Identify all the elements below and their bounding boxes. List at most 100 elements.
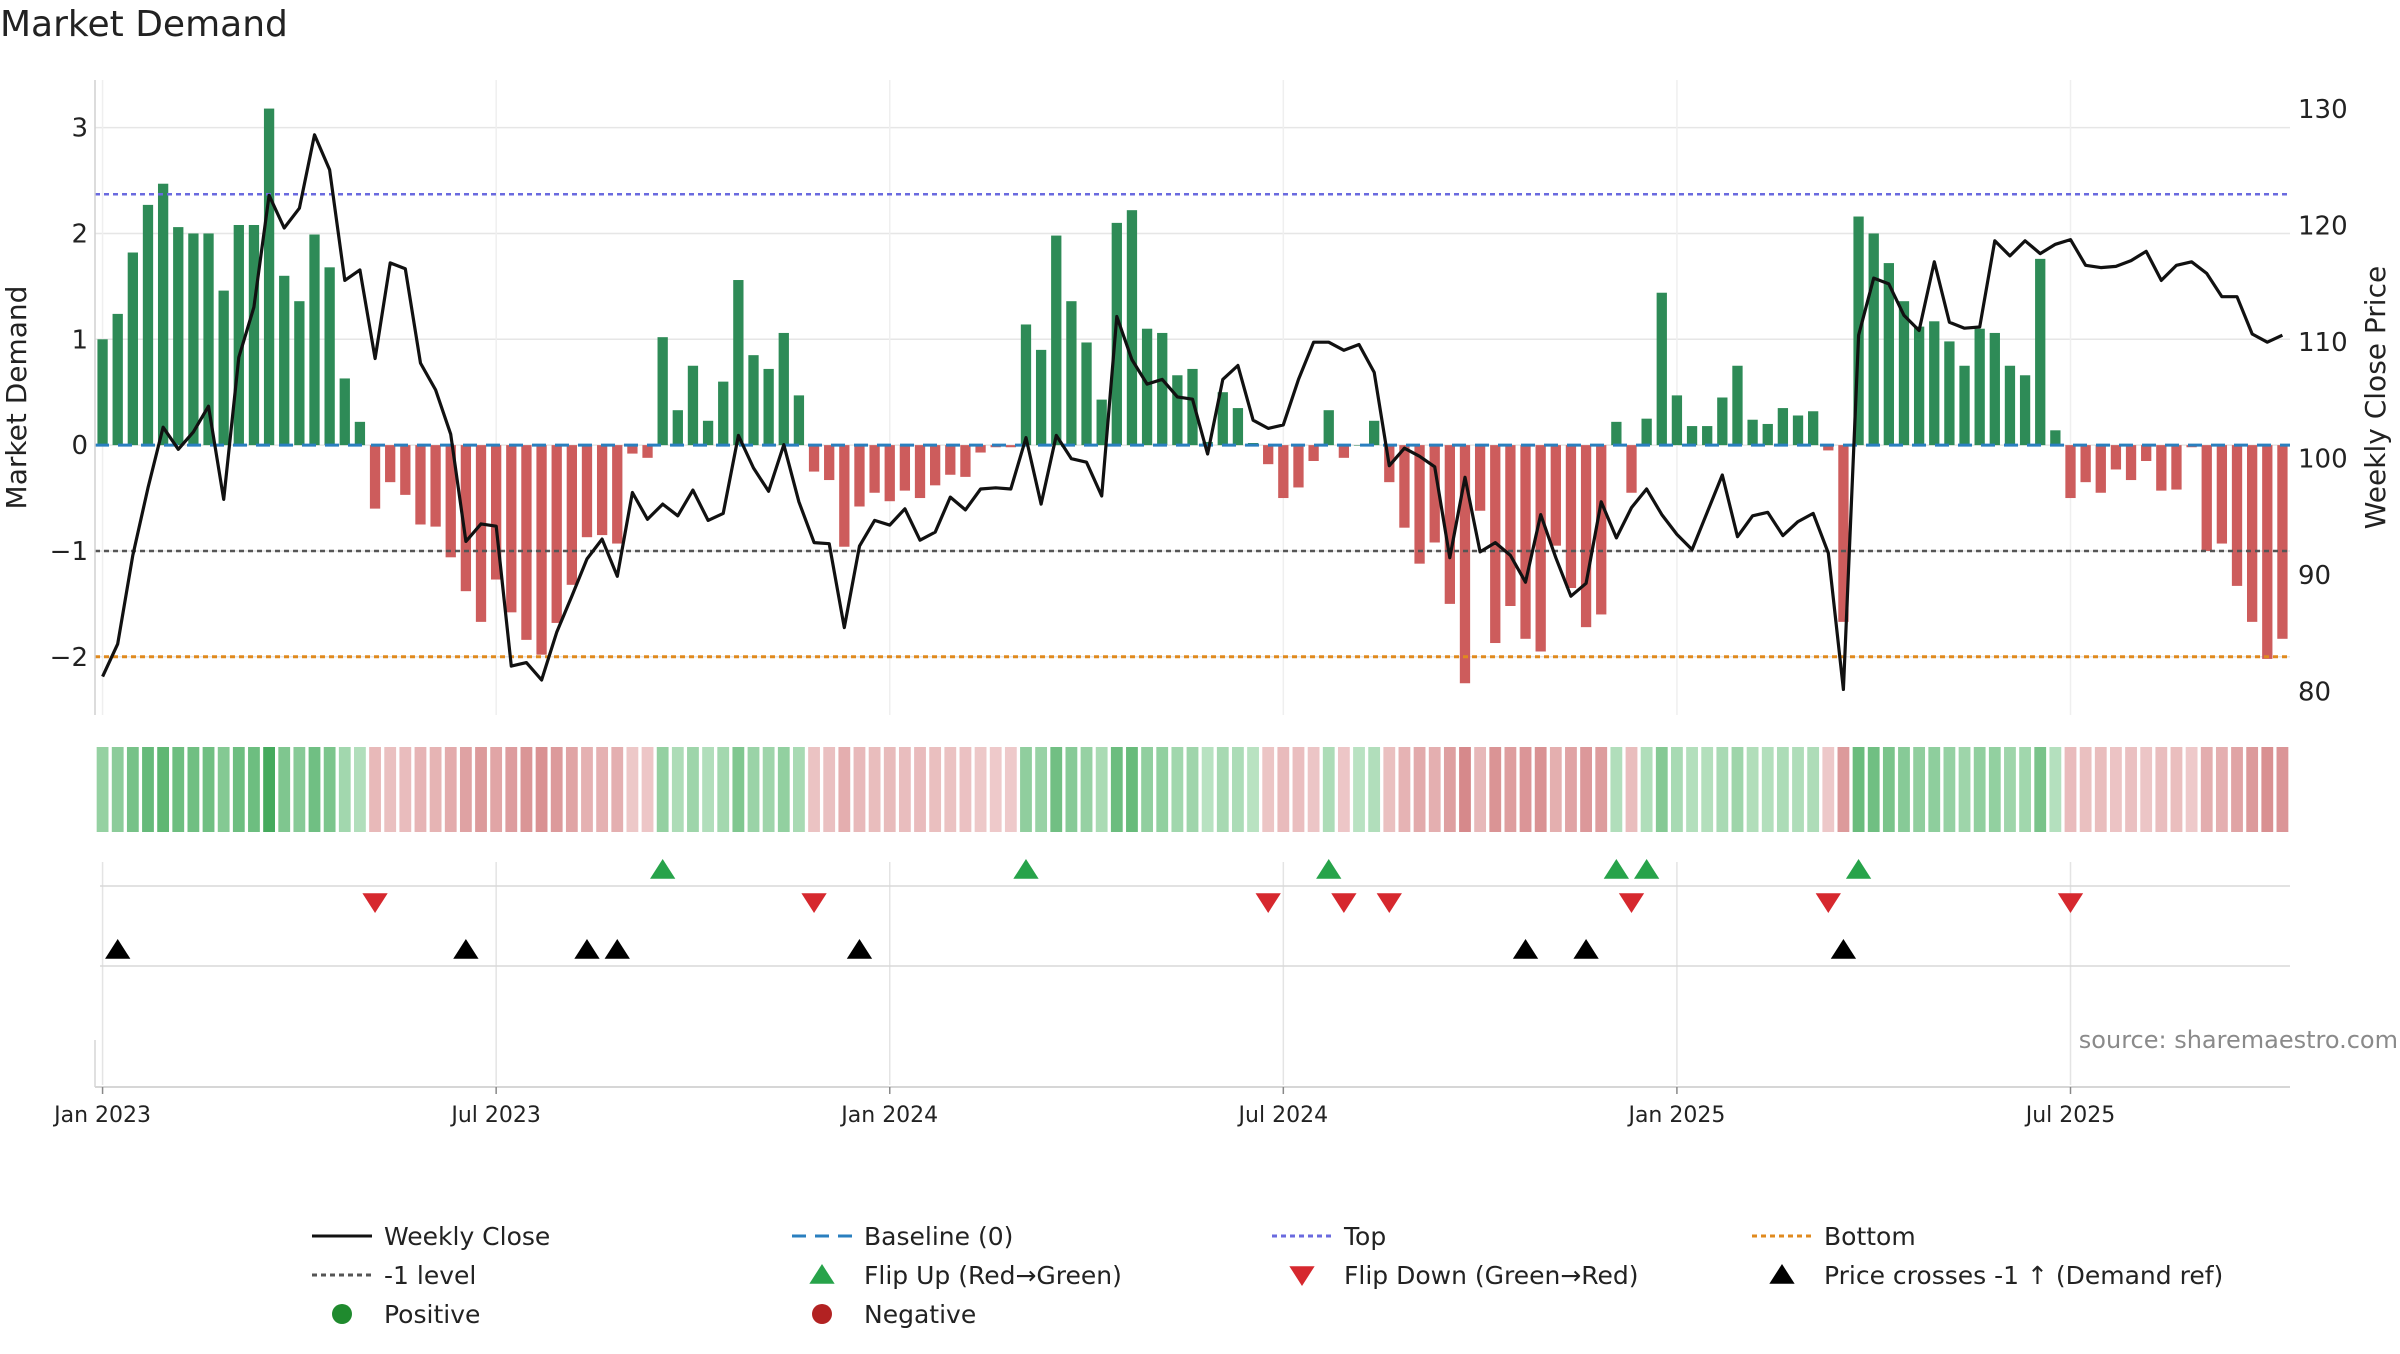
demand-bar — [2156, 445, 2167, 491]
heat-cell — [1565, 747, 1577, 832]
demand-bar — [1217, 392, 1228, 446]
heat-cell — [989, 747, 1002, 832]
heat-cell — [202, 747, 215, 832]
demand-bar — [430, 445, 441, 527]
legend-swatch — [1289, 1266, 1315, 1286]
demand-bar — [475, 445, 487, 622]
heat-cell — [959, 747, 972, 832]
heat-cell — [565, 747, 578, 832]
flip-down-marker — [801, 893, 827, 913]
demand-bar — [173, 227, 184, 446]
demand-bar — [309, 234, 320, 446]
heat-cell — [1126, 747, 1138, 832]
demand-bar — [808, 445, 820, 472]
demand-bar — [1051, 235, 1062, 446]
demand-bar — [157, 183, 169, 446]
demand-bar — [1369, 420, 1380, 446]
demand-bar — [1641, 418, 1652, 446]
demand-bar — [1732, 365, 1743, 446]
demand-bar — [369, 445, 381, 509]
heat-cell — [354, 747, 366, 832]
demand-bar — [839, 445, 850, 547]
demand-bar — [1232, 408, 1244, 446]
heat-cell — [914, 747, 926, 832]
x-tick-label: Jul 2024 — [1237, 1103, 1329, 1128]
demand-heat-strip — [96, 747, 2289, 832]
heat-cell — [1110, 747, 1123, 832]
demand-bar — [1702, 426, 1713, 446]
heat-cell — [429, 747, 442, 832]
demand-bar — [2247, 445, 2258, 622]
demand-bar — [1823, 445, 1834, 451]
heat-cell — [823, 747, 836, 832]
legend-label: Bottom — [1824, 1222, 1916, 1251]
heat-cell — [1232, 747, 1244, 832]
heat-cell — [126, 747, 139, 832]
x-tick-label: Jul 2023 — [449, 1103, 541, 1128]
heat-cell — [263, 747, 275, 832]
signal-markers — [100, 859, 2290, 967]
demand-bar — [884, 445, 895, 502]
demand-bar — [763, 368, 774, 446]
demand-bar — [97, 339, 108, 446]
heat-cell — [96, 747, 109, 832]
heat-cell — [111, 747, 124, 832]
heat-cell — [1443, 747, 1456, 832]
demand-bar — [1868, 233, 1879, 446]
demand-bar — [1066, 301, 1077, 446]
y-right-tick-label: 80 — [2298, 678, 2331, 708]
demand-bar — [1535, 445, 1546, 652]
demand-bar — [263, 108, 275, 446]
demand-bar — [793, 395, 805, 446]
demand-bar — [1474, 445, 1486, 511]
heat-cell — [687, 747, 699, 832]
heat-cell — [1807, 747, 1820, 832]
demand-bar — [385, 445, 396, 483]
demand-bar — [2171, 445, 2182, 490]
heat-cell — [2079, 747, 2092, 832]
heat-cell — [1459, 747, 1471, 832]
flip-down-marker — [1618, 893, 1645, 913]
demand-bar — [642, 445, 653, 458]
x-tick-label: Jul 2025 — [2024, 1103, 2116, 1128]
heat-cell — [1247, 747, 1259, 832]
heat-cell — [475, 747, 487, 832]
demand-bar — [1671, 395, 1683, 446]
heat-cell — [2094, 747, 2107, 832]
heat-cell — [1398, 747, 1411, 832]
flip-up-marker — [650, 859, 676, 879]
demand-bar — [491, 445, 502, 580]
demand-bar — [2216, 445, 2228, 544]
heat-cell — [641, 747, 654, 832]
demand-bar — [687, 365, 699, 446]
heat-cell — [384, 747, 397, 832]
legend-label: Top — [1343, 1222, 1386, 1251]
demand-bar — [899, 445, 911, 491]
heat-cell — [747, 747, 760, 832]
heat-cell — [459, 747, 472, 832]
grid-layer — [95, 80, 2290, 1085]
demand-bar — [1399, 445, 1410, 528]
heat-cell — [1368, 747, 1381, 832]
x-tick-label: Jan 2023 — [52, 1103, 151, 1128]
legend-item-price-cross: Price crosses -1 ↑ (Demand ref) — [1769, 1261, 2223, 1290]
y-left-tick-label: −1 — [50, 537, 88, 567]
legend-item-weekly-close: Weekly Close — [312, 1222, 550, 1251]
demand-bar — [1565, 445, 1577, 588]
demand-bar — [1020, 324, 1032, 446]
legend-label: -1 level — [384, 1261, 476, 1290]
legend-label: Flip Down (Green→Red) — [1344, 1261, 1639, 1290]
y-right-tick-label: 110 — [2298, 328, 2348, 358]
heat-cell — [1519, 747, 1532, 832]
heat-cell — [1095, 747, 1108, 832]
demand-bar — [1656, 292, 1667, 446]
demand-bar — [203, 233, 214, 446]
heat-cell — [1595, 747, 1608, 832]
flip-up-marker — [1603, 859, 1630, 879]
flip-up-marker — [1845, 859, 1872, 879]
demand-bar — [1944, 341, 1955, 446]
heat-cell — [717, 747, 730, 832]
demand-bar — [1883, 263, 1894, 446]
